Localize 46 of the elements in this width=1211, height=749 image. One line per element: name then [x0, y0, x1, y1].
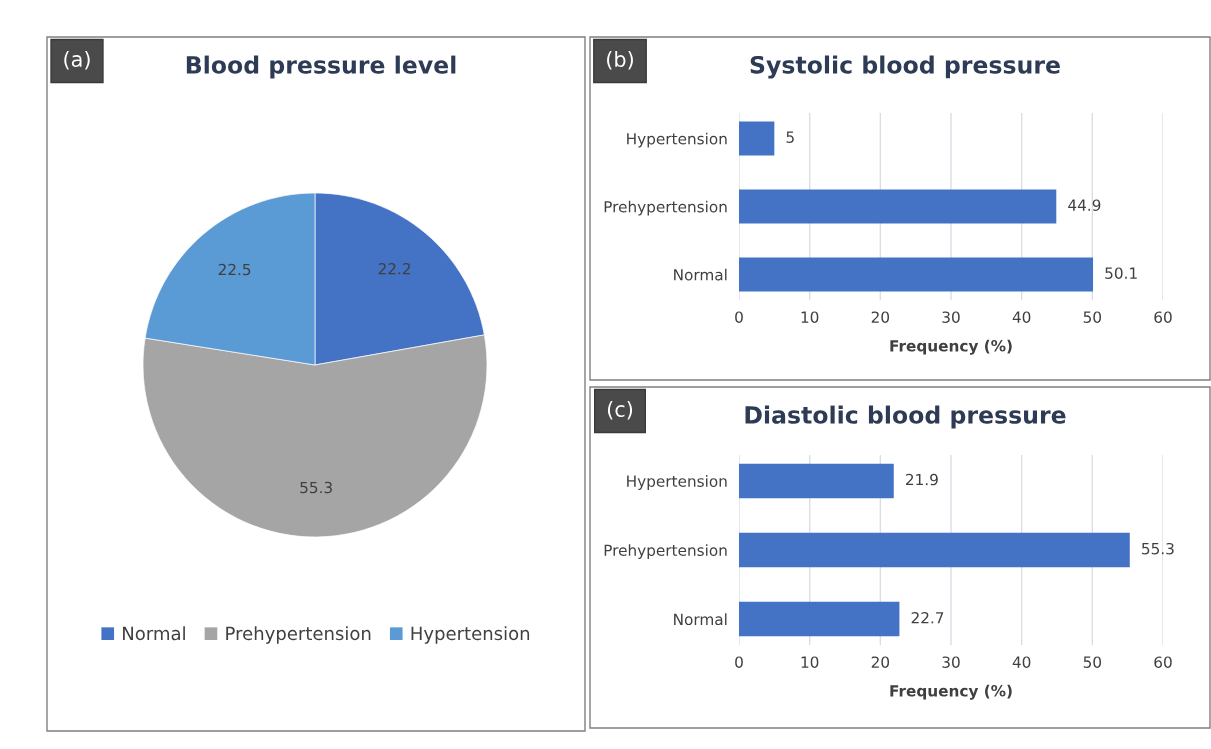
text: (a): [64, 50, 90, 70]
data-label: 50.1: [1105, 267, 1137, 279]
x-tick-label: 0: [735, 311, 743, 323]
data-label: 44.9: [1068, 199, 1101, 211]
x-tick-label: 40: [1012, 656, 1031, 668]
bar: [739, 257, 1094, 292]
x-tick-label: 10: [801, 311, 819, 323]
bar: [739, 121, 775, 156]
data-label: 22.7: [911, 611, 944, 624]
data-label: 55.3: [1142, 542, 1174, 555]
data-label: 22.2: [378, 262, 411, 275]
text: (c): [607, 400, 633, 420]
y-tick-label: Normal: [674, 613, 727, 626]
x-tick-label: 30: [942, 311, 960, 323]
legend-label: Normal: [123, 626, 185, 641]
data-label: 22.5: [218, 263, 251, 276]
x-tick-label: 20: [871, 311, 890, 323]
chart-title: Systolic blood pressure: [750, 55, 1060, 79]
data-label: 5: [786, 131, 794, 143]
legend-label: Prehypertension: [226, 626, 371, 644]
x-tick-label: 0: [735, 656, 743, 668]
x-tick-label: 60: [1154, 311, 1172, 323]
x-tick-label: 60: [1154, 656, 1172, 668]
x-tick-label: 30: [942, 656, 960, 668]
legend-label: Hypertension: [411, 626, 530, 644]
y-tick-label: Prehypertension: [604, 544, 727, 559]
x-axis-title: Frequency (%): [890, 339, 1012, 355]
x-tick-label: 50: [1083, 656, 1102, 668]
y-tick-label: Normal: [674, 268, 727, 281]
x-axis-title: Frequency (%): [890, 684, 1012, 700]
y-tick-label: Hypertension: [627, 132, 727, 148]
text: (b): [607, 50, 633, 70]
bar: [739, 189, 1057, 224]
x-tick-label: 50: [1083, 311, 1102, 323]
x-tick-label: 10: [801, 656, 819, 668]
data-label: 21.9: [905, 473, 938, 486]
bar: [739, 601, 900, 637]
chart-title: Diastolic blood pressure: [745, 405, 1066, 429]
bar: [739, 463, 894, 499]
y-tick-label: Hypertension: [627, 475, 727, 490]
data-label: 55.3: [300, 481, 332, 494]
bar: [739, 532, 1130, 568]
x-tick-label: 20: [871, 656, 890, 668]
y-tick-label: Prehypertension: [604, 200, 727, 216]
x-tick-label: 40: [1012, 311, 1031, 323]
chart-title: Blood pressure level: [186, 55, 456, 79]
